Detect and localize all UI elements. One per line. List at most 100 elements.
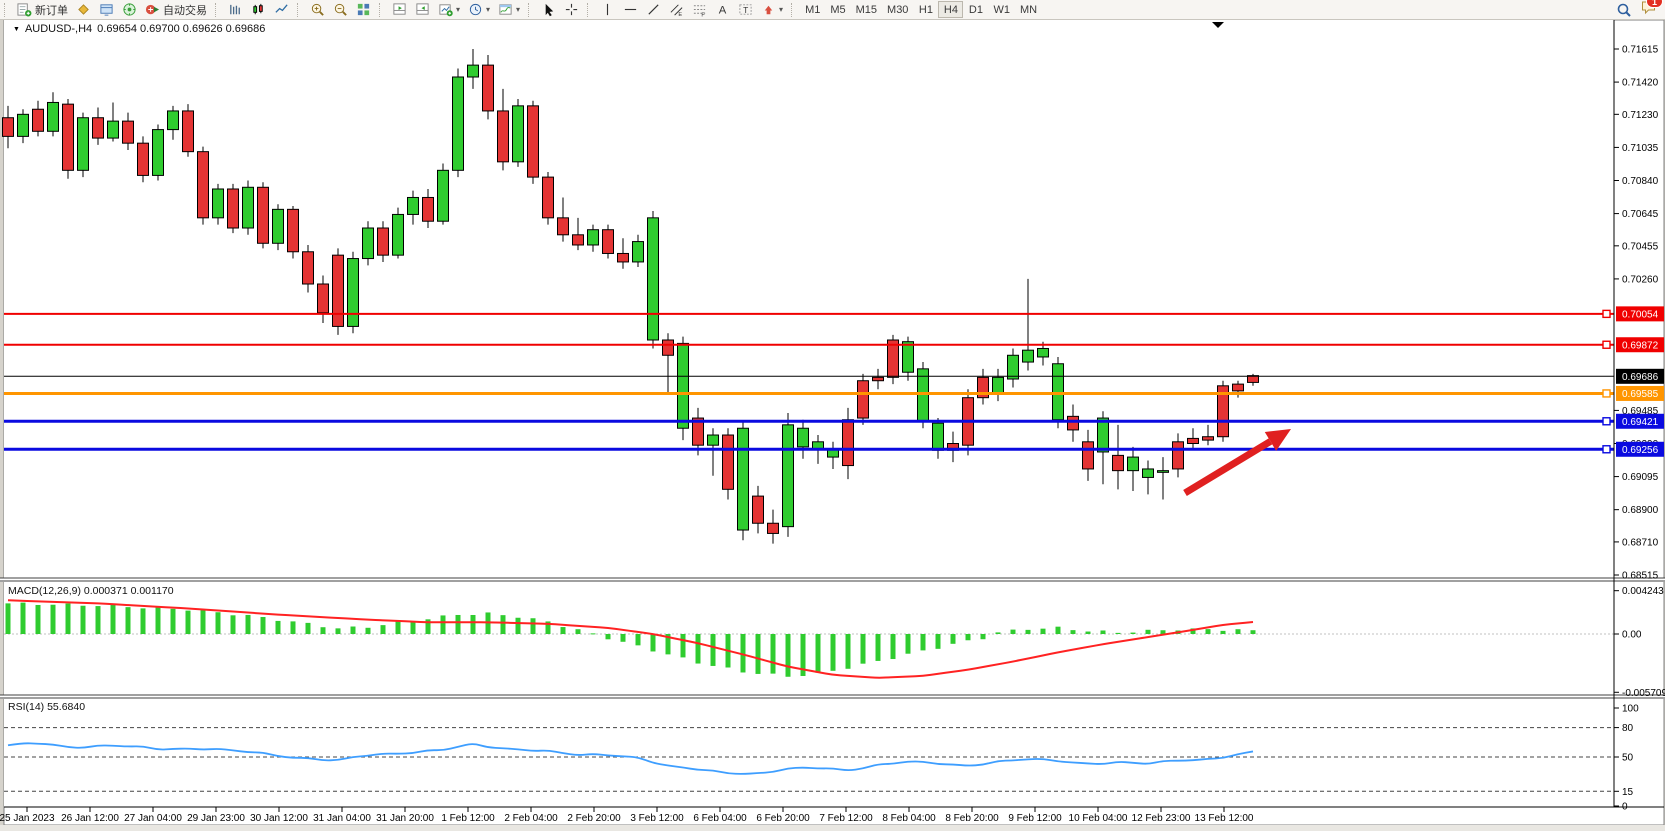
candle [797, 427, 809, 448]
macd-bar [260, 617, 266, 634]
main-chart-pane[interactable] [4, 20, 1614, 578]
timeframe-button-MN[interactable]: MN [1015, 1, 1042, 18]
market-watch-button[interactable] [95, 1, 118, 18]
macd-bar [1250, 630, 1256, 634]
timeframe-button-H1[interactable]: H1 [913, 1, 938, 18]
macd-bar [440, 615, 446, 634]
toolbar-grip [587, 2, 593, 17]
timeframe-button-M30[interactable]: M30 [882, 1, 913, 18]
line-chart-button[interactable] [270, 1, 293, 18]
candlestick-chart-button[interactable] [247, 1, 270, 18]
price-tick-label: 0.71420 [1622, 78, 1659, 89]
macd-bar [155, 607, 161, 634]
timeframe-button-H4[interactable]: H4 [938, 1, 964, 18]
timeframe-button-M15[interactable]: M15 [851, 1, 882, 18]
macd-bar [1130, 632, 1136, 634]
chart-symbol-period: AUDUSD-,H4 [24, 23, 93, 35]
macd-bar [1085, 631, 1091, 634]
macd-bar [110, 604, 116, 634]
candle [1247, 375, 1259, 383]
channel-button[interactable]: E [665, 1, 688, 18]
candle [1232, 383, 1244, 392]
macd-bar [995, 632, 1001, 634]
scroll-marker-icon[interactable] [1212, 22, 1224, 28]
svg-text:0.69686: 0.69686 [1622, 372, 1659, 383]
crosshair-button[interactable] [560, 1, 583, 18]
notifications-button[interactable]: 1 [1640, 0, 1663, 20]
hline-anchor[interactable] [1602, 340, 1611, 349]
tile-windows-button[interactable] [352, 1, 375, 18]
candle [182, 110, 194, 153]
macd-tick-label: 0.00 [1622, 630, 1642, 641]
profile-icon [78, 4, 89, 15]
macd-bar [1160, 630, 1166, 634]
macd-bar [770, 634, 776, 674]
new-order-button[interactable]: 新订单 [13, 1, 72, 18]
profile-button[interactable] [72, 1, 95, 18]
text-label-button[interactable]: T [734, 1, 757, 18]
signals-button[interactable] [118, 1, 141, 18]
macd-bar [455, 614, 461, 634]
candle [1157, 470, 1169, 473]
cursor-button[interactable] [537, 1, 560, 18]
auto-trading-button[interactable]: 自动交易 [141, 1, 211, 18]
timeframe-button-W1[interactable]: W1 [988, 1, 1015, 18]
timeframe-button-M1[interactable]: M1 [800, 1, 825, 18]
fibonacci-button[interactable]: F [688, 1, 711, 18]
text-button[interactable]: A [711, 1, 734, 18]
candle [317, 283, 329, 314]
clock-icon [469, 3, 482, 16]
candle [722, 434, 734, 490]
arrange-windows-button[interactable] [388, 1, 411, 18]
dropdown-caret: ▾ [486, 4, 491, 14]
arrow-shapes-icon [764, 5, 773, 15]
candle [497, 110, 509, 163]
new-chart-button[interactable]: ▾ [434, 1, 464, 18]
hline-anchor[interactable] [1602, 389, 1611, 398]
arrows-button[interactable]: ▾ [757, 1, 787, 18]
bar-chart-button[interactable] [224, 1, 247, 18]
candle [467, 64, 479, 78]
macd-pane[interactable] [4, 582, 1614, 695]
candle [287, 208, 299, 253]
text-icon: A [719, 5, 727, 17]
candle [887, 339, 899, 378]
svg-text:0.69872: 0.69872 [1622, 341, 1659, 352]
candle [1217, 385, 1229, 438]
search-icon[interactable] [1616, 2, 1632, 18]
hline-anchor[interactable] [1602, 445, 1611, 454]
cascade-windows-icon [416, 3, 429, 15]
candle [677, 342, 689, 429]
time-tick-label: 26 Jan 12:00 [61, 813, 119, 824]
candle [752, 495, 764, 524]
timeframe-button-M5[interactable]: M5 [825, 1, 850, 18]
macd-bar [710, 634, 716, 666]
period-button[interactable]: ▾ [464, 1, 494, 18]
vertical-line-button[interactable] [596, 1, 619, 18]
rsi-pane[interactable] [4, 699, 1614, 807]
macd-signal-line [7, 599, 1254, 679]
macd-bar [470, 614, 476, 634]
rsi-tick-label: 80 [1622, 723, 1634, 734]
hline-anchor[interactable] [1602, 417, 1611, 426]
macd-bar [815, 634, 821, 673]
rsi-tick-label: 50 [1622, 753, 1634, 764]
trend-arrow-annotation[interactable] [1183, 429, 1291, 496]
macd-bar [410, 621, 416, 634]
price-tick-label: 0.68515 [1622, 571, 1659, 582]
text-label-icon: T [739, 4, 752, 15]
candlestick-chart-icon [253, 3, 263, 15]
timeframe-button-D1[interactable]: D1 [963, 1, 988, 18]
candle [1022, 349, 1034, 363]
cascade-windows-button[interactable] [411, 1, 434, 18]
zoom-out-button[interactable] [329, 1, 352, 18]
trendline-button[interactable] [642, 1, 665, 18]
macd-bar [1220, 630, 1226, 634]
template-button[interactable]: ▾ [494, 1, 524, 18]
macd-bar [920, 634, 926, 651]
time-tick-label: 6 Feb 04:00 [693, 813, 747, 824]
horizontal-line-button[interactable] [619, 1, 642, 18]
zoom-in-button[interactable] [306, 1, 329, 18]
hline-anchor[interactable] [1602, 309, 1611, 319]
